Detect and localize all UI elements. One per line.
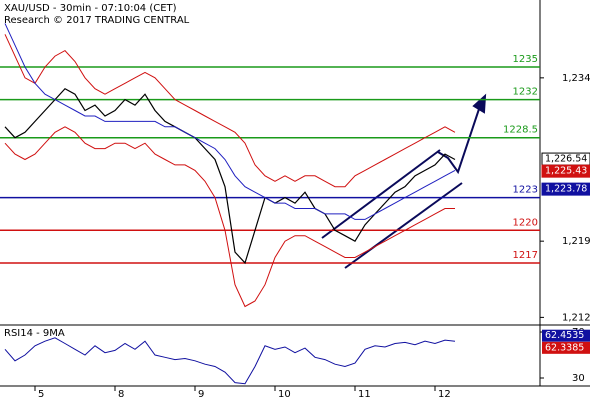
x-tick-label: 9	[198, 389, 204, 400]
level-label: 1223	[513, 185, 538, 196]
y-tick-label: 1,212	[562, 312, 590, 323]
level-label: 1235	[513, 54, 538, 65]
x-tick-label: 5	[38, 389, 44, 400]
y-tick-label: 1,234	[562, 73, 590, 84]
price-marker	[541, 182, 590, 196]
price-marker-label: 1,223.78	[545, 184, 587, 195]
x-tick-label: 12	[438, 389, 451, 400]
x-tick-label: 10	[278, 389, 291, 400]
rsi-marker-label: 62.3385	[545, 342, 584, 353]
channel-upper	[321, 149, 441, 239]
level-label: 1217	[513, 250, 538, 261]
rsi-marker	[542, 329, 590, 342]
rsi-marker	[542, 341, 590, 354]
level-label: 1232	[513, 87, 538, 98]
rsi-marker-label: 62.4535	[545, 330, 584, 341]
x-tick-label: 11	[358, 389, 371, 400]
rsi-line	[4, 337, 456, 385]
level-label: 1228.5	[503, 125, 538, 136]
series-line	[4, 23, 456, 220]
series-line	[4, 126, 455, 308]
series-line	[4, 34, 456, 188]
price-marker-label: 1,226.54	[545, 154, 587, 165]
price-marker	[541, 164, 590, 178]
rsi-title: RSI14 - 9MA	[4, 328, 65, 339]
chart-subtitle: Research © 2017 TRADING CENTRAL	[4, 15, 190, 26]
chart-title: XAU/USD - 30min - 07:10:04 (CET)	[4, 3, 177, 14]
level-label: 1220	[513, 217, 538, 228]
rsi-tick-label: 30	[572, 373, 585, 384]
x-tick-label: 8	[118, 389, 124, 400]
projection-arrow	[437, 99, 483, 175]
y-tick-label: 1,219	[562, 236, 590, 247]
price-marker-label: 1,225.43	[545, 166, 587, 177]
series-line	[4, 87, 456, 265]
